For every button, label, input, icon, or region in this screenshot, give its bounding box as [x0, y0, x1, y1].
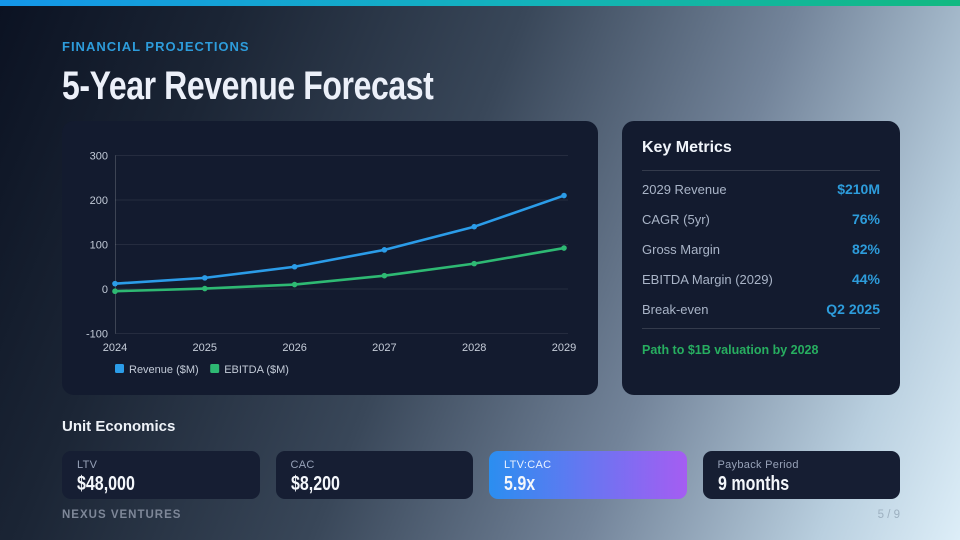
legend-label: EBITDA ($M)	[224, 364, 289, 376]
card-label: CAC	[290, 459, 315, 471]
metric-value: 44%	[851, 271, 880, 287]
metric-label: 2029 Revenue	[642, 181, 727, 197]
ebitda-point	[471, 260, 478, 267]
page-title: 5-Year Revenue Forecast	[62, 64, 526, 109]
unit-economics-cards: LTV $48,000 CAC $8,200 LTV:CAC 5.9x Payback Pe…	[62, 451, 900, 499]
card-label: LTV	[77, 459, 98, 471]
metric-label: EBITDA Margin (2029)	[642, 271, 773, 287]
card-label: Payback Period	[717, 459, 799, 471]
card-value-text: $8,200	[290, 473, 340, 495]
revenue-ebitda-line-chart: -100 0 100 200 300 2024 2025 2026 2027 2028 2029 Re…	[86, 151, 576, 377]
card-value: $8,200	[291, 472, 459, 497]
x-tick-label: 2024	[103, 342, 127, 354]
key-metrics-panel: Key Metrics 2029 Revenue $210M CAGR (5yr) 7…	[622, 121, 900, 395]
revenue-point	[202, 275, 208, 281]
y-tick-label: 300	[90, 151, 108, 163]
x-tick-label: 2028	[462, 342, 486, 354]
metric-label: Gross Margin	[642, 241, 721, 257]
metric-value: 76%	[851, 211, 880, 227]
divider	[642, 328, 880, 329]
metric-label: CAGR (5yr)	[642, 211, 710, 227]
metric-row: CAGR (5yr) 76%	[642, 204, 880, 234]
ebitda-point	[112, 288, 118, 295]
ebitda-line	[113, 246, 566, 293]
unit-econ-card: CAC $8,200	[275, 451, 473, 499]
divider	[642, 170, 880, 171]
revenue-point	[112, 280, 118, 287]
revenue-point	[291, 263, 298, 270]
unit-econ-card: Payback Period 9 months	[702, 451, 900, 499]
card-value-text: 9 months	[717, 473, 789, 495]
card-value: $48,000	[77, 472, 245, 497]
unit-economics-title: Unit Economics	[62, 418, 176, 435]
footer-brand: NEXUS VENTURES	[62, 509, 182, 521]
ebitda-point	[381, 272, 388, 279]
card-label: LTV:CAC	[504, 459, 552, 471]
metric-row: Break-even Q2 2025	[642, 294, 880, 324]
metric-label: Break-even	[642, 301, 709, 317]
x-tick-label: 2029	[552, 342, 576, 354]
x-tick-label: 2025	[193, 342, 217, 354]
ebitda-point	[291, 281, 298, 288]
unit-econ-card: LTV $48,000	[62, 451, 260, 499]
y-tick-label: 200	[90, 195, 108, 207]
page-title-text: 5-Year Revenue Forecast	[62, 64, 434, 108]
y-tick-label: -100	[86, 329, 108, 341]
metric-row: 2029 Revenue $210M	[642, 174, 880, 204]
revenue-line	[113, 194, 566, 285]
valuation-note: Path to $1B valuation by 2028	[642, 343, 819, 357]
revenue-chart-panel: -100 0 100 200 300 2024 2025 2026 2027 2028 2029 Re…	[62, 121, 598, 395]
key-metrics-title: Key Metrics	[642, 139, 732, 156]
revenue-point	[561, 192, 567, 199]
card-value: 9 months	[718, 472, 886, 497]
unit-econ-card: LTV:CAC 5.9x	[489, 451, 687, 499]
revenue-point	[471, 223, 478, 230]
card-value: 5.9x	[504, 472, 672, 497]
ebitda-point	[202, 285, 208, 292]
legend-label: Revenue ($M)	[129, 364, 199, 376]
metric-value: Q2 2025	[826, 301, 880, 317]
slide-eyebrow: FINANCIAL PROJECTIONS	[62, 39, 250, 54]
card-value-text: 5.9x	[504, 473, 536, 495]
revenue-point	[381, 247, 388, 253]
metric-value: 82%	[851, 241, 880, 257]
legend-swatch	[210, 364, 220, 373]
metric-value: $210M	[837, 181, 880, 197]
legend-swatch	[115, 364, 124, 373]
y-tick-label: 100	[90, 240, 108, 252]
card-value-text: $48,000	[77, 473, 135, 495]
metric-row: EBITDA Margin (2029) 44%	[642, 264, 880, 294]
x-tick-label: 2027	[372, 342, 396, 354]
key-metrics-rows: 2029 Revenue $210M CAGR (5yr) 76% Gross Marg…	[642, 171, 880, 328]
metric-row: Gross Margin 82%	[642, 234, 880, 264]
ebitda-point	[561, 245, 567, 251]
top-accent-bar	[0, 0, 960, 6]
page-indicator: 5 / 9	[877, 509, 900, 521]
x-tick-label: 2026	[282, 342, 306, 354]
y-tick-label: 0	[102, 284, 108, 296]
